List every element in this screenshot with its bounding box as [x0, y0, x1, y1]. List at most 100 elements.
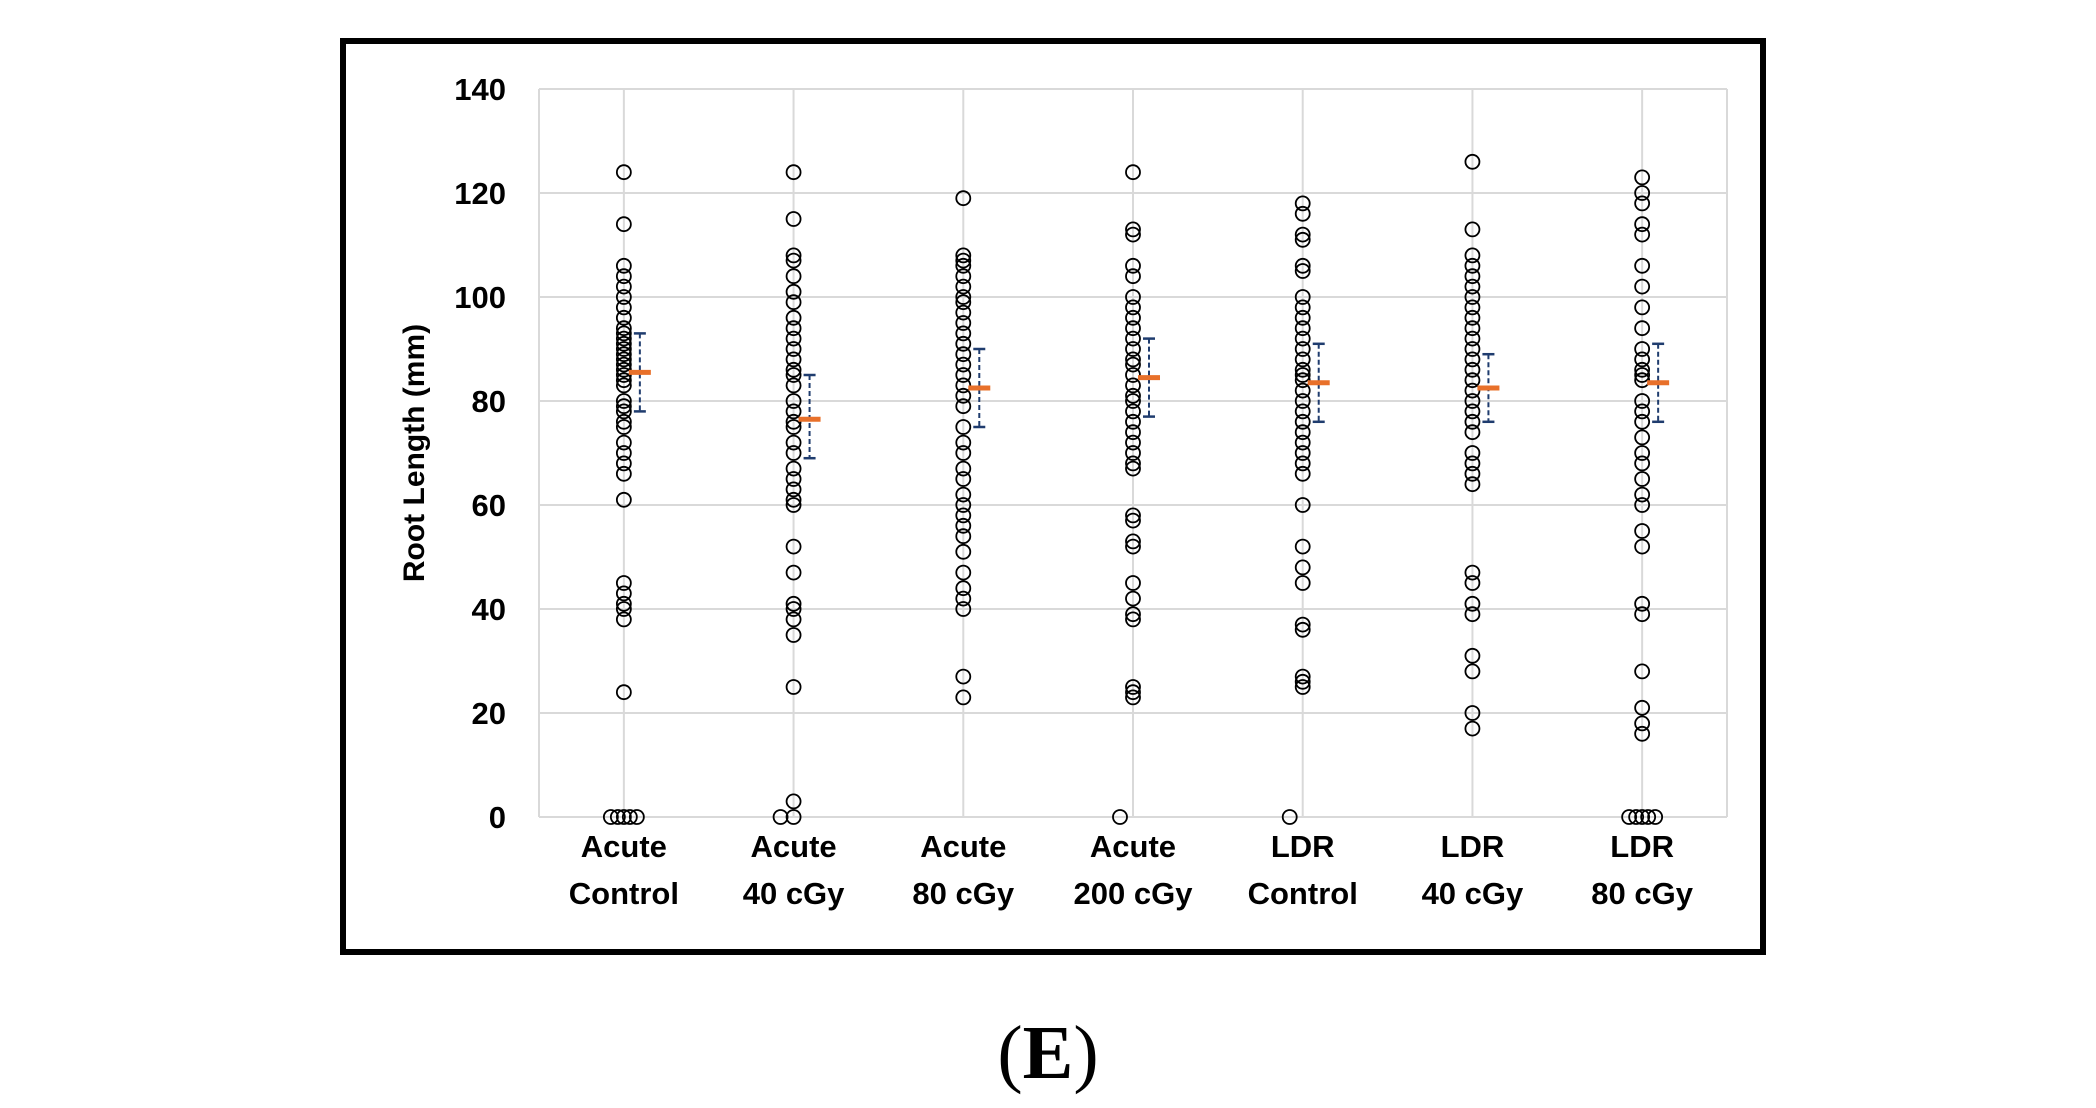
- data-point: [955, 445, 972, 461]
- y-tick-label: 20: [472, 696, 506, 731]
- data-point: [1125, 575, 1141, 591]
- data-point: [1464, 455, 1481, 472]
- data-point: [1125, 221, 1141, 238]
- data-point: [1634, 226, 1651, 243]
- data-point: [615, 465, 632, 482]
- data-point: [1125, 268, 1141, 285]
- data-point: [955, 486, 972, 503]
- data-point: [1294, 445, 1311, 461]
- x-tick-label: 200 cGy: [1074, 876, 1194, 911]
- x-tick-label: Acute: [920, 829, 1006, 864]
- data-point: [1464, 372, 1481, 389]
- data-point: [1634, 699, 1651, 716]
- data-point: [785, 351, 802, 368]
- data-point: [785, 679, 802, 695]
- data-point: [1634, 195, 1651, 212]
- x-tick-label: LDR: [1610, 829, 1674, 864]
- data-point: [955, 356, 972, 373]
- data-point: [615, 419, 632, 435]
- data-point: [1634, 361, 1651, 378]
- data-point: [1634, 497, 1651, 513]
- data-point: [785, 283, 802, 300]
- data-point: [615, 216, 632, 233]
- data-point: [1125, 611, 1141, 628]
- data-point: [1125, 257, 1141, 274]
- data-point: [1125, 606, 1141, 623]
- data-point: [1125, 538, 1141, 555]
- data-point: [1634, 445, 1651, 461]
- data-point: [955, 471, 972, 487]
- data-point: [1634, 351, 1651, 368]
- data-point: [1634, 372, 1651, 389]
- data-point: [1464, 289, 1481, 305]
- y-tick-label: 60: [472, 488, 506, 523]
- data-point: [1294, 673, 1311, 690]
- data-point: [785, 330, 802, 347]
- data-point: [1294, 575, 1311, 591]
- data-point: [785, 247, 802, 264]
- data-point: [1125, 679, 1141, 695]
- y-axis-ticks: 0 20 40 60 80 100 120 140: [454, 72, 506, 835]
- data-point: [1125, 403, 1141, 420]
- data-point: [955, 367, 972, 383]
- data-point: [955, 590, 972, 607]
- data-point: [615, 361, 632, 378]
- data-point: [955, 325, 972, 342]
- x-tick-label: 40 cGy: [1422, 876, 1524, 911]
- data-point: [615, 611, 632, 628]
- data-point: [955, 517, 972, 534]
- data-point: [1464, 330, 1481, 347]
- data-point: [615, 289, 632, 305]
- data-point: [1125, 164, 1141, 181]
- data-point: [1294, 205, 1311, 222]
- data-point: [615, 585, 632, 602]
- data-point: [1125, 689, 1141, 706]
- data-point: [1464, 153, 1481, 170]
- data-point: [785, 252, 802, 269]
- data-point: [1294, 434, 1311, 451]
- data-point: [609, 809, 626, 825]
- data-point: [1634, 257, 1651, 274]
- data-point: [1125, 341, 1141, 357]
- data-point: [602, 809, 619, 825]
- data-point: [1464, 647, 1481, 664]
- data-point: [615, 377, 632, 394]
- data-point: [785, 341, 802, 357]
- data-point: [785, 445, 802, 461]
- data-point: [1294, 309, 1311, 326]
- data-point: [785, 460, 802, 477]
- data-point: [1125, 684, 1141, 701]
- data-point: [1294, 341, 1311, 357]
- data-point: [785, 164, 802, 181]
- data-point: [1464, 445, 1481, 461]
- data-point: [1464, 606, 1481, 623]
- data-point: [1634, 429, 1651, 446]
- scatter-chart: 0 20 40 60 80 100 120 140 Acute Control Acute 40 c…: [398, 72, 1728, 911]
- data-point: [1294, 621, 1311, 638]
- data-point: [955, 528, 972, 545]
- data-point: [1464, 257, 1481, 274]
- data-point: [1634, 320, 1651, 337]
- data-point: [1294, 538, 1311, 555]
- data-point: [615, 341, 632, 357]
- data-point: [1634, 216, 1651, 233]
- data-point: [1634, 471, 1651, 487]
- data-point: [1634, 393, 1651, 409]
- x-tick-label: Acute: [751, 829, 837, 864]
- data-point: [1634, 367, 1651, 383]
- data-point: [615, 455, 632, 472]
- data-point: [615, 491, 632, 508]
- data-point: [1464, 247, 1481, 264]
- data-point: [1125, 512, 1141, 529]
- data-point: [1634, 809, 1651, 825]
- x-axis-ticks: Acute Control Acute 40 cGy Acute 80 cGy Acute 2…: [569, 829, 1694, 911]
- data-point: [1125, 434, 1141, 451]
- data-point: [1125, 445, 1141, 461]
- data-points: [602, 153, 1664, 825]
- data-point: [955, 304, 972, 321]
- data-point: [785, 471, 802, 487]
- data-point: [955, 689, 972, 706]
- data-point: [1125, 387, 1141, 404]
- data-point: [1464, 382, 1481, 399]
- data-point: [1125, 460, 1141, 477]
